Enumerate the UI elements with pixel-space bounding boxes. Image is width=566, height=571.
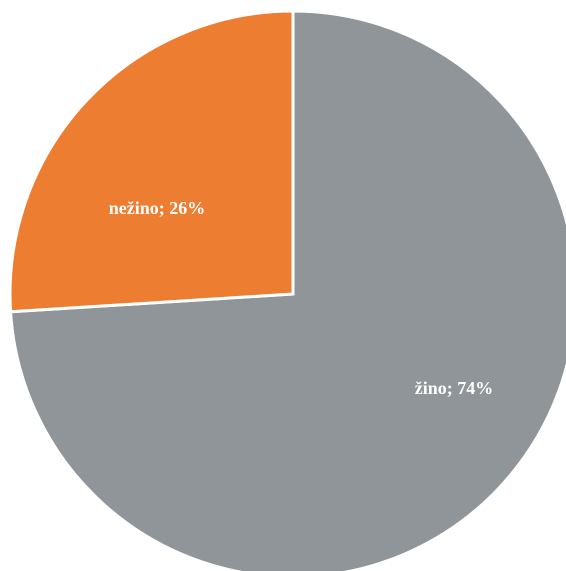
pie-slice-zino bbox=[8, 9, 566, 571]
pie-data-labels: žino; 74% nežino; 26% bbox=[109, 198, 494, 398]
data-label-nezino: nežino; 26% bbox=[109, 198, 206, 218]
pie-slice-nezino bbox=[8, 9, 295, 314]
pie-slices bbox=[8, 9, 566, 571]
data-label-zino: žino; 74% bbox=[415, 378, 494, 398]
